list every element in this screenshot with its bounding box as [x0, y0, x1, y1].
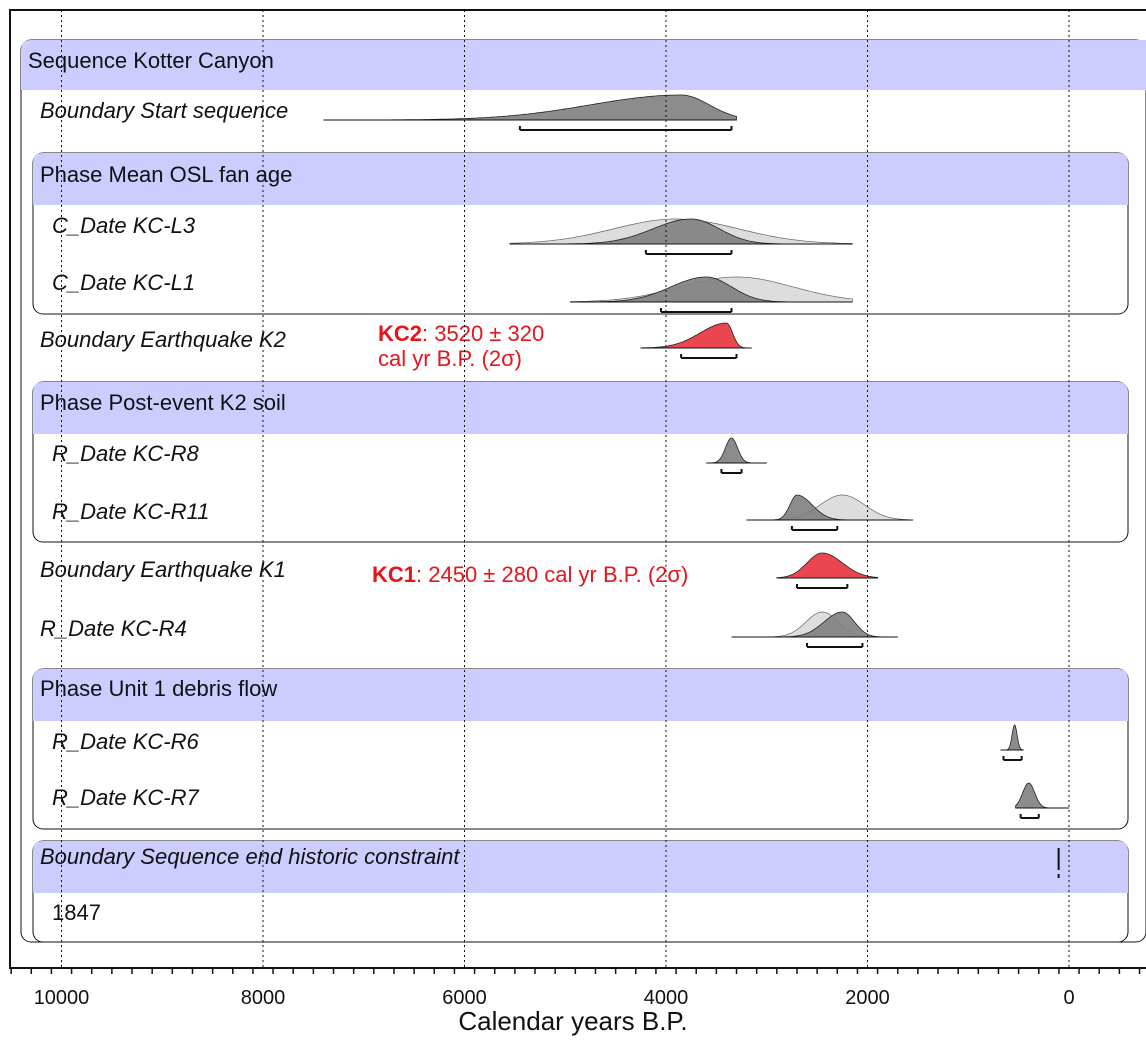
- row-label-kc-r6: R_Date KC-R6: [52, 729, 199, 754]
- tick-label: 6000: [442, 987, 487, 1009]
- phase-osl-header: [33, 153, 1128, 205]
- posterior-distribution: [640, 322, 752, 349]
- row-label-kc-r11: R_Date KC-R11: [52, 499, 209, 524]
- row-labels: Boundary Start sequence C_Date KC-L3 C_D…: [40, 98, 288, 810]
- kc1-bold: KC1: [372, 562, 416, 587]
- phase-unit1-label: Phase Unit 1 debris flow: [40, 676, 277, 701]
- sequence-label: Sequence Kotter Canyon: [28, 48, 274, 73]
- plot-frame: [9, 9, 1146, 969]
- row-label-kc-r4: R_Date KC-R4: [40, 616, 187, 641]
- row-label-kc-l3: C_Date KC-L3: [52, 213, 196, 238]
- row-label-earthquake-k1: Boundary Earthquake K1: [40, 557, 286, 582]
- phase-unit1-header: [33, 669, 1128, 721]
- tick-label: 2000: [845, 987, 890, 1009]
- x-axis-title: Calendar years B.P.: [458, 1006, 687, 1036]
- posterior-distribution: [776, 552, 878, 579]
- row-label-start-sequence: Boundary Start sequence: [40, 98, 288, 123]
- phase-osl-label: Phase Mean OSL fan age: [40, 162, 292, 187]
- kc1-text: : 2450 ± 280 cal yr B.P. (2σ): [416, 562, 688, 587]
- sequence-header: [21, 40, 1146, 90]
- row-label-kc-r7: R_Date KC-R7: [52, 785, 199, 810]
- tick-label: 4000: [644, 987, 689, 1009]
- row-label-earthquake-k2: Boundary Earthquake K2: [40, 327, 286, 352]
- phase-soil-header: [33, 382, 1128, 434]
- x-axis: 10000 8000 6000 4000 2000 0: [10, 968, 1141, 1009]
- distributions: [323, 94, 1069, 878]
- row-label-kc-l1: C_Date KC-L1: [52, 270, 195, 295]
- tick-label: 10000: [34, 987, 90, 1009]
- tick-label: 0: [1063, 987, 1074, 1009]
- phase-soil-label: Phase Post-event K2 soil: [40, 390, 286, 415]
- tick-label: 8000: [241, 987, 286, 1009]
- kc1-annotation: KC1: 2450 ± 280 cal yr B.P. (2σ): [372, 562, 688, 587]
- kc2-text: : 3520 ± 320: [422, 321, 544, 346]
- boundary-end-header: [33, 841, 1128, 893]
- row-label-kc-r8: R_Date KC-R8: [52, 441, 199, 466]
- boundary-end-label: Boundary Sequence end historic constrain…: [40, 844, 460, 869]
- kc2-annotation: KC2: 3520 ± 320: [378, 321, 544, 346]
- kc2-annotation-line2: cal yr B.P. (2σ): [378, 346, 522, 371]
- kc2-bold: KC2: [378, 321, 422, 346]
- boundary-end-note: 1847: [52, 900, 101, 925]
